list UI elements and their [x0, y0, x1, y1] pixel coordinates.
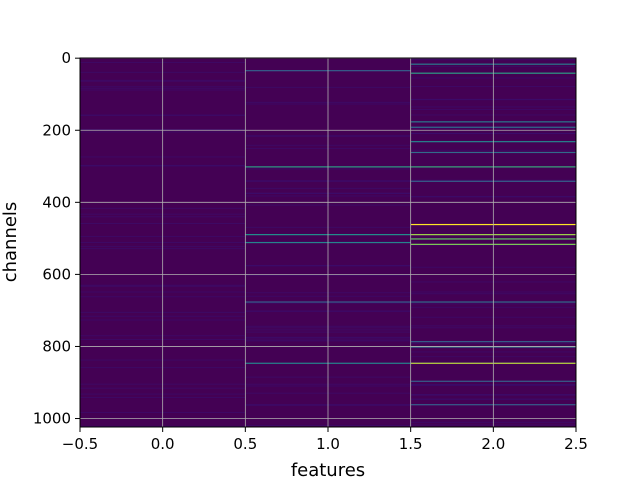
y-axis-ticks: 0 200 400 600 800 1000 — [33, 49, 80, 428]
y-tick-label: 400 — [42, 193, 71, 211]
y-tick-label: 1000 — [33, 410, 71, 428]
x-tick-label: 0.0 — [151, 435, 175, 453]
y-tick-label: 200 — [42, 121, 71, 139]
x-tick-label: 2.5 — [564, 435, 588, 453]
x-tick-label: 1.0 — [316, 435, 340, 453]
y-tick-label: 800 — [42, 337, 71, 355]
x-tick-label: −0.5 — [62, 435, 98, 453]
x-tick-label: 1.5 — [399, 435, 423, 453]
plot-area — [80, 58, 576, 427]
y-tick-label: 600 — [42, 265, 71, 283]
x-axis-ticks: −0.5 0.0 0.5 1.0 1.5 2.0 2.5 — [62, 427, 588, 453]
y-axis-title: channels — [0, 202, 21, 283]
x-tick-label: 0.5 — [233, 435, 257, 453]
x-axis-title: features — [291, 460, 365, 480]
y-tick-label: 0 — [61, 49, 71, 67]
x-tick-label: 2.0 — [481, 435, 505, 453]
